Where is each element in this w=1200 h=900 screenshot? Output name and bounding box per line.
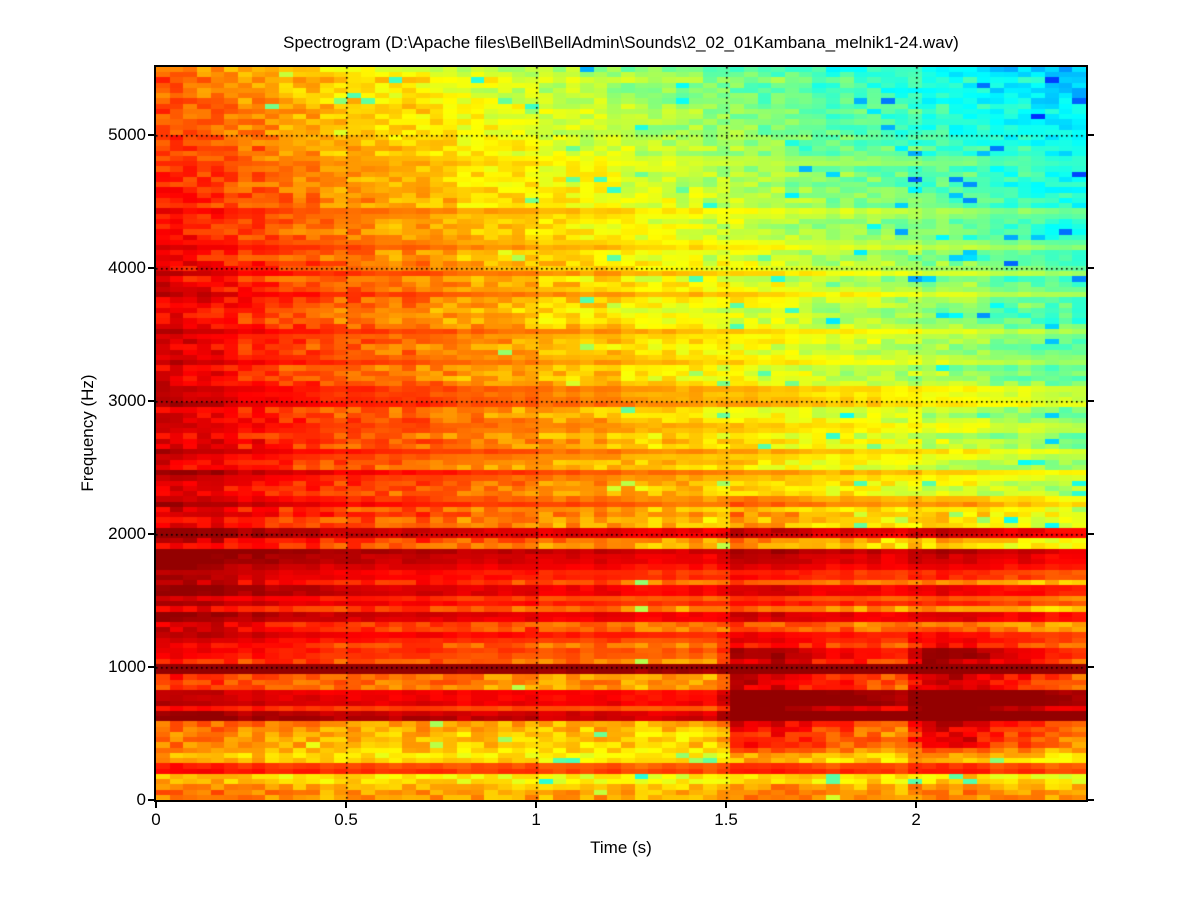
y-tick-mark-right	[1088, 134, 1094, 137]
y-tick-mark-right	[1088, 267, 1094, 270]
x-tick-mark	[345, 802, 348, 808]
y-tick-mark-right	[1088, 533, 1094, 536]
x-tick-label: 2	[911, 810, 921, 829]
y-tick-mark	[148, 400, 154, 403]
chart-title: Spectrogram (D:\Apache files\Bell\BellAd…	[283, 33, 959, 52]
y-tick-label: 5000	[108, 125, 146, 145]
x-tick-label: 1.5	[714, 810, 738, 829]
plot-area	[154, 65, 1088, 802]
y-tick-mark	[148, 533, 154, 536]
y-tick-mark-right	[1088, 799, 1094, 801]
y-tick-mark	[148, 799, 154, 801]
y-tick-label: 2000	[108, 524, 146, 544]
x-tick-label: 1	[531, 810, 541, 829]
y-tick-label: 0	[136, 790, 146, 809]
y-tick-label: 1000	[108, 657, 146, 677]
y-tick-label: 4000	[108, 258, 146, 278]
y-tick-mark	[148, 134, 154, 137]
x-tick-mark	[535, 802, 538, 808]
x-tick-label: 0	[151, 810, 161, 829]
y-tick-mark-right	[1088, 400, 1094, 403]
spectrogram-heatmap	[156, 67, 1086, 800]
y-tick-mark-right	[1088, 666, 1094, 669]
y-tick-label: 3000	[108, 391, 146, 411]
x-tick-mark	[915, 802, 918, 808]
y-tick-mark	[148, 267, 154, 270]
x-tick-mark	[155, 802, 157, 808]
x-tick-label: 0.5	[334, 810, 358, 829]
y-tick-mark	[148, 666, 154, 669]
x-tick-mark	[725, 802, 728, 808]
x-axis-label: Time (s)	[590, 838, 652, 857]
